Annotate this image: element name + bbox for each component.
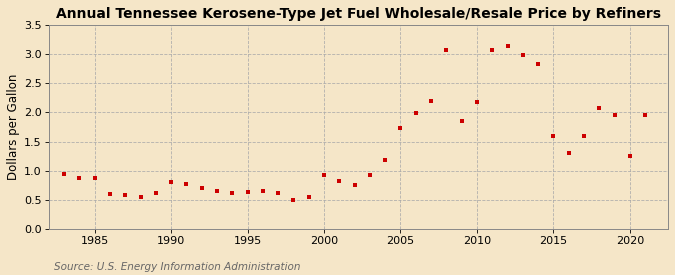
Text: Source: U.S. Energy Information Administration: Source: U.S. Energy Information Administ… xyxy=(54,262,300,272)
Point xyxy=(89,175,100,180)
Point xyxy=(472,100,483,104)
Point xyxy=(380,158,391,163)
Point xyxy=(242,190,253,194)
Point xyxy=(456,119,467,123)
Point xyxy=(502,44,513,49)
Point xyxy=(518,53,529,57)
Point xyxy=(303,195,314,199)
Point xyxy=(211,189,222,193)
Point xyxy=(196,186,207,191)
Point xyxy=(105,192,115,196)
Point xyxy=(257,189,268,193)
Point xyxy=(135,195,146,199)
Point xyxy=(533,62,543,66)
Point xyxy=(151,191,161,195)
Point xyxy=(563,150,574,155)
Point xyxy=(640,113,651,117)
Point xyxy=(120,193,131,197)
Point xyxy=(594,106,605,110)
Point xyxy=(288,198,299,202)
Point xyxy=(426,98,437,103)
Point xyxy=(395,125,406,130)
Point xyxy=(609,112,620,117)
Point xyxy=(441,48,452,52)
Point xyxy=(364,173,375,177)
Point xyxy=(487,48,497,52)
Point xyxy=(74,175,85,180)
Point xyxy=(349,183,360,188)
Point xyxy=(334,179,345,183)
Point xyxy=(319,173,329,177)
Y-axis label: Dollars per Gallon: Dollars per Gallon xyxy=(7,74,20,180)
Point xyxy=(166,180,177,185)
Title: Annual Tennessee Kerosene-Type Jet Fuel Wholesale/Resale Price by Refiners: Annual Tennessee Kerosene-Type Jet Fuel … xyxy=(56,7,661,21)
Point xyxy=(548,134,559,139)
Point xyxy=(410,111,421,115)
Point xyxy=(227,191,238,195)
Point xyxy=(624,154,635,158)
Point xyxy=(273,191,284,195)
Point xyxy=(59,172,70,176)
Point xyxy=(578,134,589,138)
Point xyxy=(181,182,192,186)
